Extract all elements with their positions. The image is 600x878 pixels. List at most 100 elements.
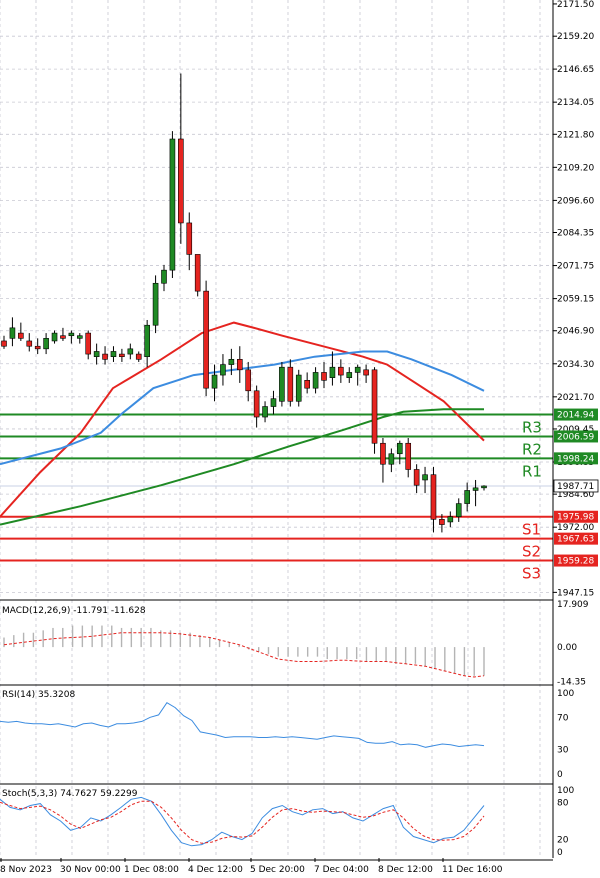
stoch-k-line (0, 796, 485, 847)
last-price-label: 1987.71 (557, 482, 594, 492)
price-tick-label: 2096.60 (557, 196, 594, 206)
price-tick-label: 2071.75 (557, 262, 594, 272)
candle (211, 364, 218, 402)
candle-body-down (236, 359, 243, 371)
candle-body-up (396, 442, 403, 455)
price-tick-label: 2134.05 (557, 98, 594, 108)
moving-average-line-3 (0, 408, 484, 526)
level-price-label: 1975.98 (557, 513, 594, 523)
level-price-label: 2006.59 (557, 432, 594, 442)
candle (270, 390, 277, 415)
rsi-tick-label: 100 (557, 689, 574, 699)
candle-body-up (464, 490, 470, 504)
price-labels: 2014.94 2006.59 1998.24 1975.98 1967.63 1959.… (553, 408, 599, 567)
price-tick-label: 2021.70 (557, 393, 594, 403)
candle (186, 212, 193, 271)
candle (194, 254, 201, 297)
candle-body-down (287, 366, 294, 402)
candle-body-down (321, 372, 327, 381)
candle (169, 131, 176, 279)
candle (472, 479, 479, 507)
candle-body-up (422, 474, 428, 481)
candle (228, 348, 235, 376)
candle (76, 333, 83, 344)
candle (144, 319, 150, 368)
candle (203, 280, 209, 397)
price-tick-label: 2034.30 (557, 360, 594, 370)
candle-body-down (178, 138, 184, 224)
candle-body-up (295, 374, 302, 402)
candle-body-up (93, 351, 100, 358)
candle (346, 367, 353, 383)
level-price-box (554, 532, 598, 545)
last-price-box (553, 479, 599, 493)
candle-body-up (144, 324, 150, 358)
candle (245, 361, 252, 402)
candle-body-down (338, 366, 344, 376)
level-price-box (554, 408, 598, 421)
price-tick-label: 1972.00 (557, 523, 594, 533)
candle-body-up (228, 359, 235, 365)
candle (85, 330, 92, 360)
candle-body-down (363, 369, 369, 376)
candle (102, 346, 108, 365)
level-price-label: 1998.24 (557, 454, 594, 464)
rsi-line (0, 702, 485, 748)
candle-body-down (85, 332, 92, 355)
candle-body-up (68, 332, 75, 337)
stochastic-panel (0, 796, 485, 847)
candle (447, 511, 454, 528)
candle (34, 338, 41, 355)
candle-body-up (152, 282, 159, 326)
moving-average-line-1 (0, 321, 485, 518)
candle-body-up (161, 269, 167, 284)
candle-body-down (430, 474, 437, 520)
candle (321, 361, 327, 389)
candle (262, 401, 268, 423)
candle-body-up (169, 138, 176, 271)
candle (51, 330, 58, 344)
candle (396, 440, 403, 465)
candle-body-down (102, 353, 108, 360)
candle (161, 264, 167, 292)
stoch-tick-label: 100 (557, 786, 574, 796)
candle-body-up (354, 366, 361, 373)
time-tick-label: 7 Dec 04:00 (314, 865, 369, 875)
time-tick-label: 4 Dec 12:00 (188, 865, 243, 875)
moving-average-line-2 (0, 350, 485, 466)
candle (329, 351, 336, 386)
candle-body-down (135, 353, 142, 360)
candlesticks (1, 73, 487, 533)
stoch-tick-label: 80 (557, 798, 569, 808)
price-tick-label: 1984.60 (557, 490, 594, 500)
time-tick-label: 8 Dec 12:00 (378, 865, 433, 875)
candle-body-down (371, 369, 378, 444)
time-tick-label: 8 Nov 2023 (0, 865, 52, 875)
candle-body-up (127, 348, 134, 355)
level-name-r2: R2 (522, 440, 542, 458)
candle (93, 343, 100, 365)
level-price-box (554, 510, 598, 523)
level-name-s1: S1 (522, 521, 541, 539)
candle (60, 327, 66, 341)
candle (152, 275, 159, 334)
candle (380, 438, 386, 483)
candle-body-down (245, 369, 252, 392)
macd-tick-label: -14.35 (557, 677, 586, 687)
candle (110, 346, 117, 362)
price-tick-label: 2009.45 (557, 425, 594, 435)
macd-signal-line (3, 632, 485, 678)
candle (422, 466, 428, 494)
stoch-tick-label: 0 (557, 848, 563, 858)
level-name-s2: S2 (522, 543, 541, 561)
candle-body-up (270, 398, 277, 407)
price-tick-label: 2059.15 (557, 295, 594, 305)
level-name-s3: S3 (522, 565, 541, 583)
time-tick-label: 30 Nov 00:00 (60, 865, 121, 875)
candle (312, 367, 319, 394)
moving-averages (0, 321, 485, 526)
level-name-r1: R1 (522, 462, 542, 480)
candle (363, 364, 369, 383)
level-price-box (554, 554, 598, 567)
